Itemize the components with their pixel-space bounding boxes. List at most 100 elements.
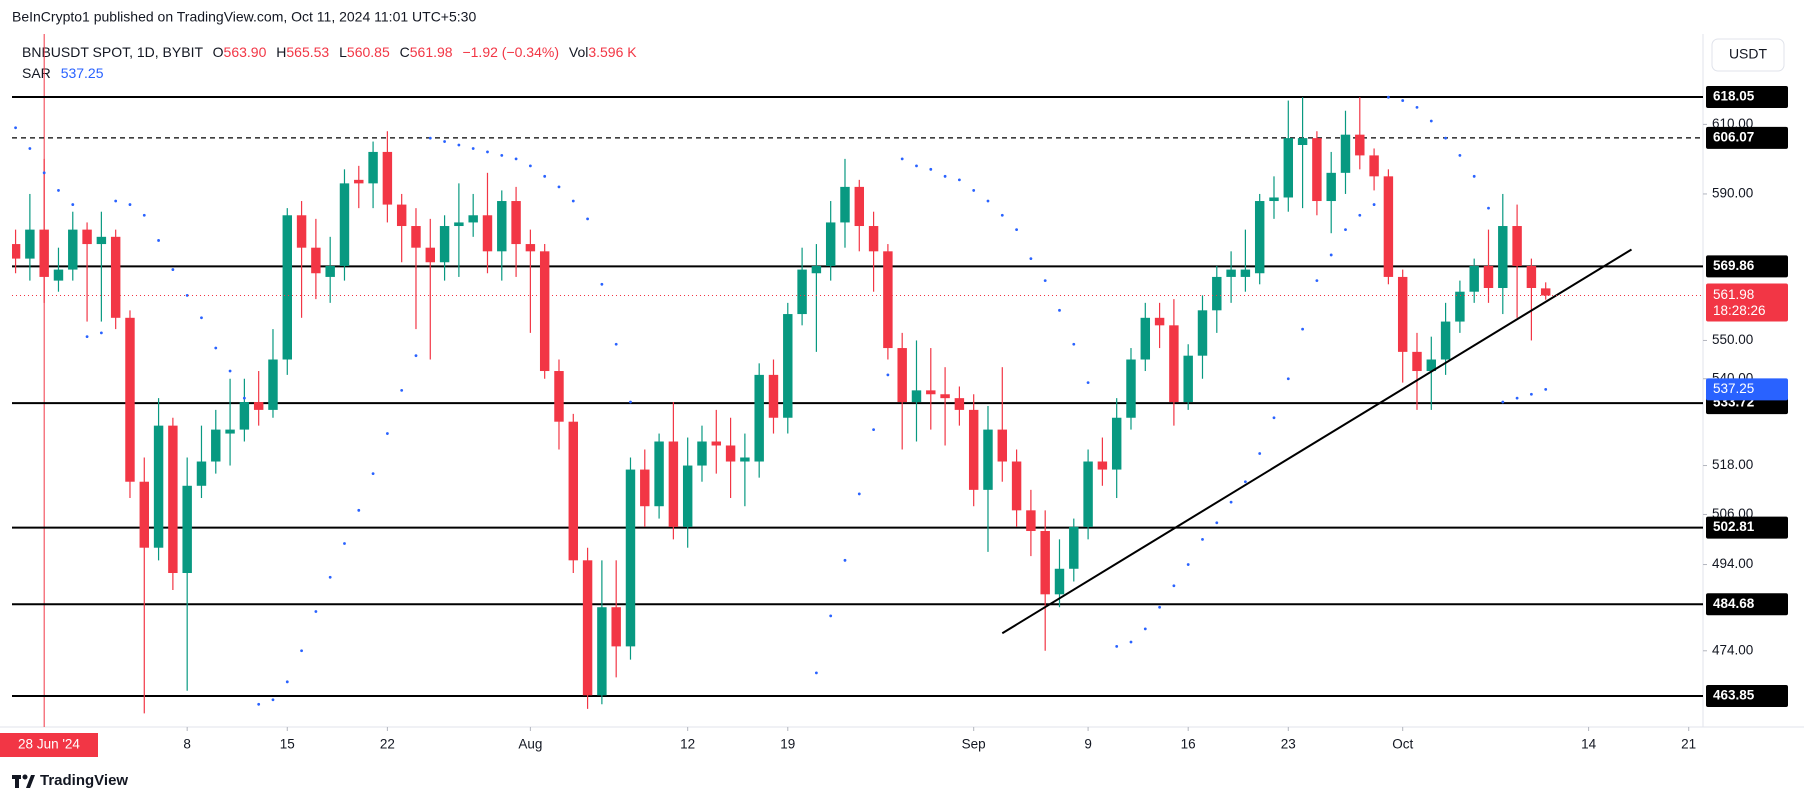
- x-tick-label: Oct: [1392, 737, 1413, 752]
- sar-dot: [85, 335, 89, 339]
- sar-dot: [500, 153, 504, 157]
- candle-body: [439, 226, 450, 263]
- sar-dot: [314, 610, 318, 613]
- level-label: 606.07: [1713, 129, 1754, 144]
- currency-button[interactable]: [1711, 38, 1785, 72]
- publisher: BeInCrypto1 published on TradingView.com…: [12, 9, 476, 25]
- candle-body: [1140, 317, 1151, 360]
- x-tick-label: 12: [680, 737, 695, 752]
- sar-dot: [228, 369, 232, 373]
- legend-value: 563.90: [224, 44, 267, 60]
- candle-body: [539, 251, 550, 372]
- legend-value: 561.98: [410, 44, 453, 60]
- candle-body: [1412, 351, 1422, 372]
- sar-label: 537.25: [1713, 381, 1754, 396]
- candle-body: [1526, 265, 1537, 288]
- level-label: 463.85: [1713, 688, 1755, 703]
- sar-dot: [1015, 228, 1018, 232]
- sar-dot: [328, 575, 332, 579]
- sar-dot: [343, 542, 346, 545]
- candle-body: [354, 179, 364, 184]
- sar-dot: [857, 492, 861, 496]
- candle-body: [725, 445, 736, 462]
- sar-dot: [257, 702, 261, 706]
- sar-dot: [428, 136, 432, 140]
- sar-label-box: [1706, 378, 1788, 401]
- candle-body: [1426, 359, 1437, 372]
- candle-body: [654, 441, 664, 507]
- sar-dot: [214, 346, 218, 350]
- candle-body: [1283, 138, 1294, 198]
- sar-dot: [471, 147, 475, 150]
- candle-body: [1254, 201, 1265, 274]
- sar-dot: [443, 140, 446, 143]
- sar-dot: [1272, 416, 1276, 420]
- symbol: BNBUSDT SPOT, 1D, BYBIT: [22, 44, 203, 60]
- sar-dot: [1000, 213, 1004, 217]
- legend-value: 3.596 K: [588, 44, 637, 60]
- candle-body: [1126, 359, 1136, 418]
- x-tick-label: 8: [183, 737, 191, 752]
- sar-dot: [528, 164, 532, 168]
- sar-dot: [486, 150, 489, 154]
- sar-dot: [1415, 105, 1419, 109]
- candle-body: [1026, 510, 1036, 532]
- candle-body: [1183, 355, 1193, 403]
- price-label-box: [1706, 283, 1788, 322]
- sar-dot: [1329, 253, 1333, 257]
- level-label-box: [1706, 593, 1788, 616]
- candle-body: [1326, 172, 1336, 202]
- sar-name: SAR: [22, 65, 51, 81]
- legend-key: O: [213, 44, 224, 60]
- candle-body: [1083, 461, 1093, 527]
- candle-body: [12, 244, 21, 259]
- candle-body: [1269, 197, 1279, 202]
- candle-body: [1340, 134, 1351, 173]
- sar-dot: [1158, 605, 1161, 609]
- candle-body: [768, 374, 779, 418]
- sar-dot: [171, 268, 175, 271]
- candle-body: [568, 421, 579, 561]
- y-tick-label: 518.00: [1712, 457, 1753, 472]
- candle-body: [211, 429, 221, 462]
- sar-dot: [1386, 95, 1390, 99]
- candle-body: [282, 215, 292, 360]
- sar-dot: [915, 164, 918, 168]
- candle-body: [110, 236, 121, 318]
- candle-body: [396, 204, 407, 227]
- sar-dot: [872, 428, 875, 431]
- legend-key: H: [276, 44, 286, 60]
- candle-body: [1011, 461, 1022, 511]
- sar-dot: [829, 614, 833, 618]
- sar-dot: [886, 373, 890, 377]
- countdown-label: 18:28:26: [1713, 303, 1766, 318]
- candle-body: [854, 186, 865, 227]
- sar-dot: [1143, 627, 1147, 631]
- candle-body: [1054, 568, 1065, 595]
- sar-dot: [543, 174, 547, 178]
- sar-dot: [1029, 257, 1033, 261]
- sar-dot: [357, 508, 361, 512]
- candle-body: [897, 348, 907, 403]
- sar-dot: [414, 354, 418, 358]
- sar-value: 537.25: [61, 65, 104, 81]
- candle-body: [511, 201, 521, 245]
- candle-body: [554, 371, 564, 422]
- y-tick-label: 474.00: [1712, 642, 1753, 657]
- sar-dot: [1201, 537, 1204, 541]
- sar-dot: [157, 239, 160, 242]
- candle-body: [368, 151, 378, 184]
- candle-body: [96, 236, 107, 245]
- candle-body: [682, 465, 693, 527]
- level-label: 484.68: [1713, 596, 1755, 611]
- y-tick-label: 590.00: [1712, 186, 1753, 201]
- sar-dot: [586, 217, 589, 221]
- candle-body: [1312, 138, 1322, 202]
- sar-dot: [1086, 381, 1090, 385]
- candle-body: [339, 183, 350, 266]
- candle-body: [454, 222, 464, 227]
- candle-body: [525, 244, 536, 252]
- candle-body: [139, 481, 149, 548]
- candle-body: [926, 390, 936, 395]
- sar-dot: [1472, 174, 1476, 178]
